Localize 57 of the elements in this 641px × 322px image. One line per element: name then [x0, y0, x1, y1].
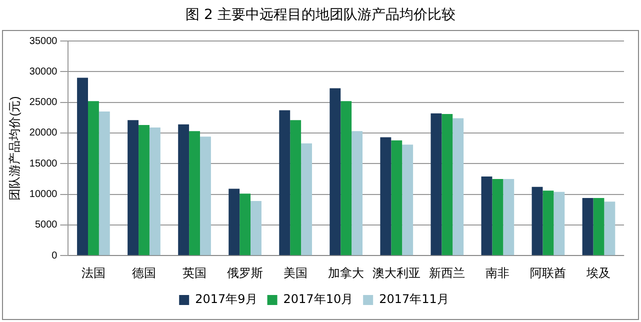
- bar: [604, 202, 616, 256]
- bar: [290, 120, 302, 256]
- bar: [250, 201, 262, 256]
- chart-title: 图 2 主要中远程目的地团队游产品均价比较: [184, 6, 456, 24]
- bar: [138, 125, 150, 256]
- bar: [532, 186, 543, 256]
- bar: [128, 120, 139, 256]
- x-tick-label: 澳大利亚: [372, 266, 421, 280]
- bar: [77, 78, 88, 256]
- bar: [402, 144, 414, 256]
- bar: [149, 127, 160, 256]
- bar: [200, 136, 211, 256]
- bar: [582, 198, 594, 256]
- bar: [240, 194, 251, 256]
- bar: [228, 188, 240, 256]
- x-tick-label: 俄罗斯: [227, 266, 264, 280]
- y-axis-title: 团队游产品均价(元): [8, 96, 22, 200]
- bar: [189, 131, 200, 256]
- x-tick-label: 加拿大: [328, 266, 364, 280]
- bar: [554, 192, 565, 256]
- legend-label: 2017年9月: [195, 292, 258, 306]
- bar: [279, 110, 290, 256]
- bar: [542, 190, 554, 256]
- y-tick-label: 30000: [29, 66, 58, 78]
- y-tick-label: 5000: [34, 220, 58, 231]
- x-tick-label: 英国: [182, 266, 207, 280]
- bar: [380, 137, 392, 256]
- y-tick-label: 25000: [29, 97, 58, 108]
- bar: [178, 124, 190, 256]
- bar: [352, 131, 363, 256]
- y-tick-label: 20000: [29, 128, 58, 139]
- x-tick-label: 美国: [284, 266, 308, 280]
- x-tick-label: 南非: [486, 266, 510, 280]
- x-tick-label: 法国: [81, 266, 106, 280]
- bar: [481, 176, 492, 256]
- x-tick-label: 阿联酋: [530, 266, 566, 280]
- legend-label: 2017年11月: [379, 292, 449, 306]
- bar: [340, 101, 352, 256]
- bar: [442, 114, 453, 256]
- bar: [88, 101, 99, 256]
- y-tick-label: 10000: [29, 189, 58, 200]
- bar: [301, 143, 312, 256]
- bar: [492, 178, 504, 256]
- bar: [503, 178, 514, 256]
- x-tick-label: 德国: [132, 266, 156, 280]
- x-tick-label: 埃及: [586, 266, 611, 280]
- bar: [330, 88, 341, 256]
- bar: [593, 198, 604, 256]
- y-tick-label: 35000: [29, 36, 58, 47]
- bar: [98, 112, 110, 256]
- y-tick-label: 15000: [29, 158, 58, 170]
- y-tick-label: 0: [52, 250, 58, 262]
- bar: [452, 118, 464, 256]
- x-tick-label: 新西兰: [429, 266, 466, 280]
- bar: [391, 140, 402, 256]
- legend-label: 2017年10月: [283, 292, 354, 306]
- bar: [430, 113, 442, 256]
